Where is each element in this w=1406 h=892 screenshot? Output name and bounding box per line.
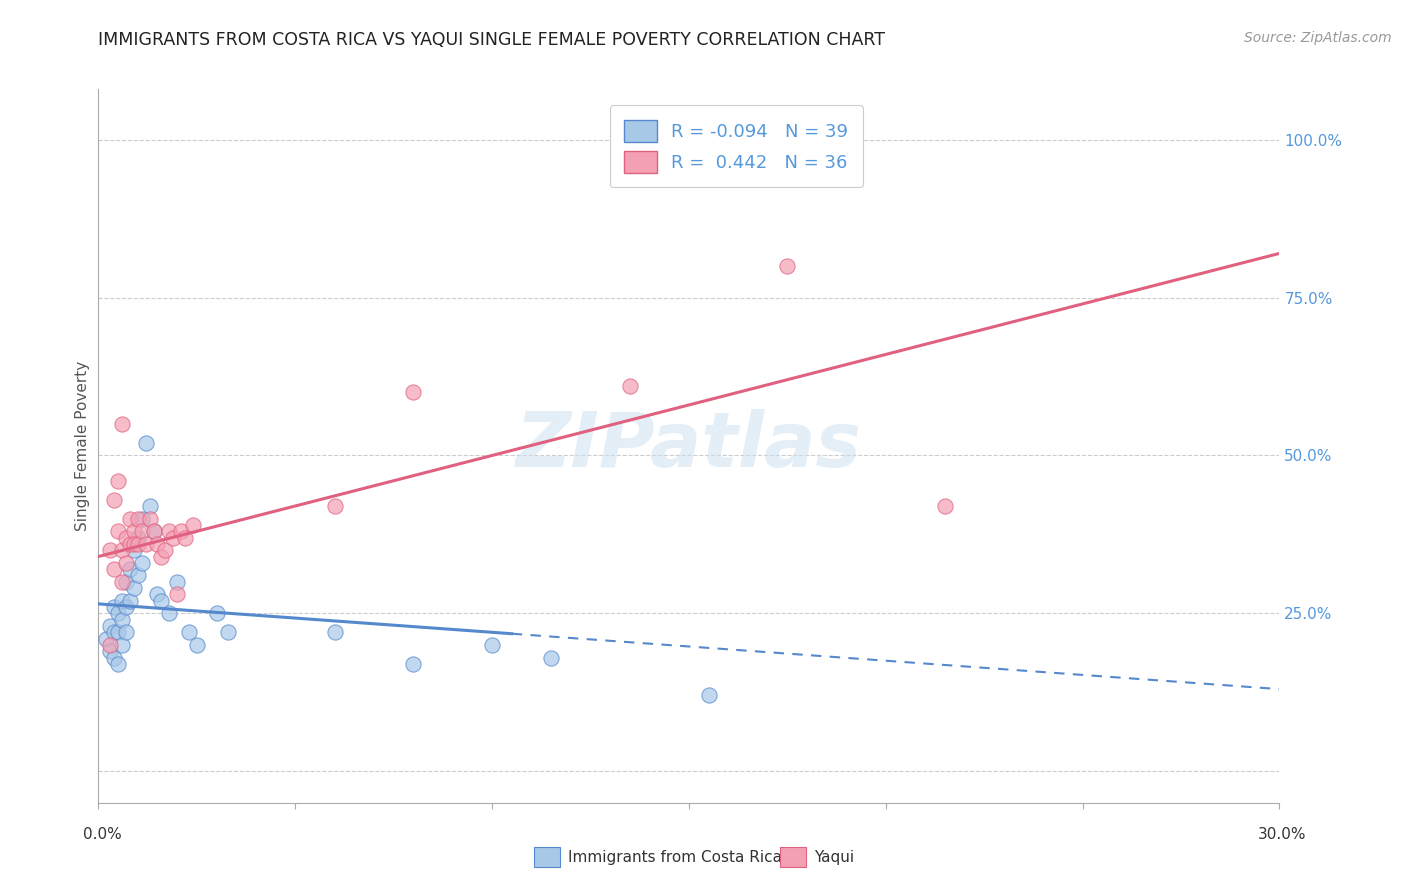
Point xyxy=(103,492,125,507)
Point xyxy=(96,632,118,646)
Point xyxy=(323,625,346,640)
Point xyxy=(174,531,197,545)
Point xyxy=(162,531,184,545)
Text: Source: ZipAtlas.com: Source: ZipAtlas.com xyxy=(1244,31,1392,45)
Text: Yaqui: Yaqui xyxy=(814,850,855,864)
Point xyxy=(205,607,228,621)
Point xyxy=(98,619,121,633)
Point xyxy=(118,511,141,525)
Legend: R = -0.094   N = 39, R =  0.442   N = 36: R = -0.094 N = 39, R = 0.442 N = 36 xyxy=(610,105,863,187)
Point xyxy=(127,537,149,551)
Point xyxy=(115,625,138,640)
Point xyxy=(934,499,956,513)
Point xyxy=(122,543,145,558)
Text: Immigrants from Costa Rica: Immigrants from Costa Rica xyxy=(568,850,782,864)
Point xyxy=(131,524,153,539)
Text: ZIPatlas: ZIPatlas xyxy=(516,409,862,483)
Point xyxy=(177,625,200,640)
Point xyxy=(111,638,134,652)
Point xyxy=(138,499,160,513)
Point xyxy=(118,537,141,551)
Point xyxy=(142,524,165,539)
Point xyxy=(98,543,121,558)
Point xyxy=(697,689,720,703)
Point xyxy=(481,638,503,652)
Point xyxy=(619,379,641,393)
Point xyxy=(115,600,138,615)
Point xyxy=(155,543,177,558)
Point xyxy=(127,568,149,582)
Point xyxy=(170,524,193,539)
Point xyxy=(150,593,173,607)
Point xyxy=(111,417,134,431)
Point xyxy=(131,511,153,525)
Point xyxy=(138,511,160,525)
Point xyxy=(115,556,138,570)
Point xyxy=(146,537,169,551)
Point xyxy=(98,644,121,658)
Point xyxy=(402,385,425,400)
Point xyxy=(111,543,134,558)
Text: IMMIGRANTS FROM COSTA RICA VS YAQUI SINGLE FEMALE POVERTY CORRELATION CHART: IMMIGRANTS FROM COSTA RICA VS YAQUI SING… xyxy=(98,31,886,49)
Point xyxy=(107,625,129,640)
Point xyxy=(118,593,141,607)
Point xyxy=(107,607,129,621)
Point xyxy=(103,600,125,615)
Text: 0.0%: 0.0% xyxy=(83,827,122,841)
Point xyxy=(181,517,204,532)
Point xyxy=(150,549,173,564)
Point xyxy=(166,587,188,601)
Point xyxy=(127,531,149,545)
Point xyxy=(323,499,346,513)
Y-axis label: Single Female Poverty: Single Female Poverty xyxy=(75,361,90,531)
Point xyxy=(98,638,121,652)
Point xyxy=(127,511,149,525)
Point xyxy=(166,574,188,589)
Point xyxy=(122,581,145,595)
Point xyxy=(142,524,165,539)
Point xyxy=(111,613,134,627)
Point xyxy=(111,593,134,607)
Point xyxy=(115,531,138,545)
Point xyxy=(402,657,425,671)
Point xyxy=(122,524,145,539)
Point xyxy=(540,650,562,665)
Point xyxy=(131,556,153,570)
Point xyxy=(157,524,180,539)
Point xyxy=(118,562,141,576)
Point xyxy=(135,537,157,551)
Text: 30.0%: 30.0% xyxy=(1258,827,1306,841)
Point xyxy=(122,537,145,551)
Point xyxy=(135,435,157,450)
Point xyxy=(157,607,180,621)
Point xyxy=(103,562,125,576)
Point xyxy=(107,524,129,539)
Point xyxy=(186,638,208,652)
Point xyxy=(115,574,138,589)
Point xyxy=(776,259,799,273)
Point xyxy=(146,587,169,601)
Point xyxy=(103,625,125,640)
Point xyxy=(111,574,134,589)
Point xyxy=(217,625,239,640)
Point xyxy=(107,474,129,488)
Point xyxy=(103,650,125,665)
Point xyxy=(619,127,641,141)
Point xyxy=(107,657,129,671)
